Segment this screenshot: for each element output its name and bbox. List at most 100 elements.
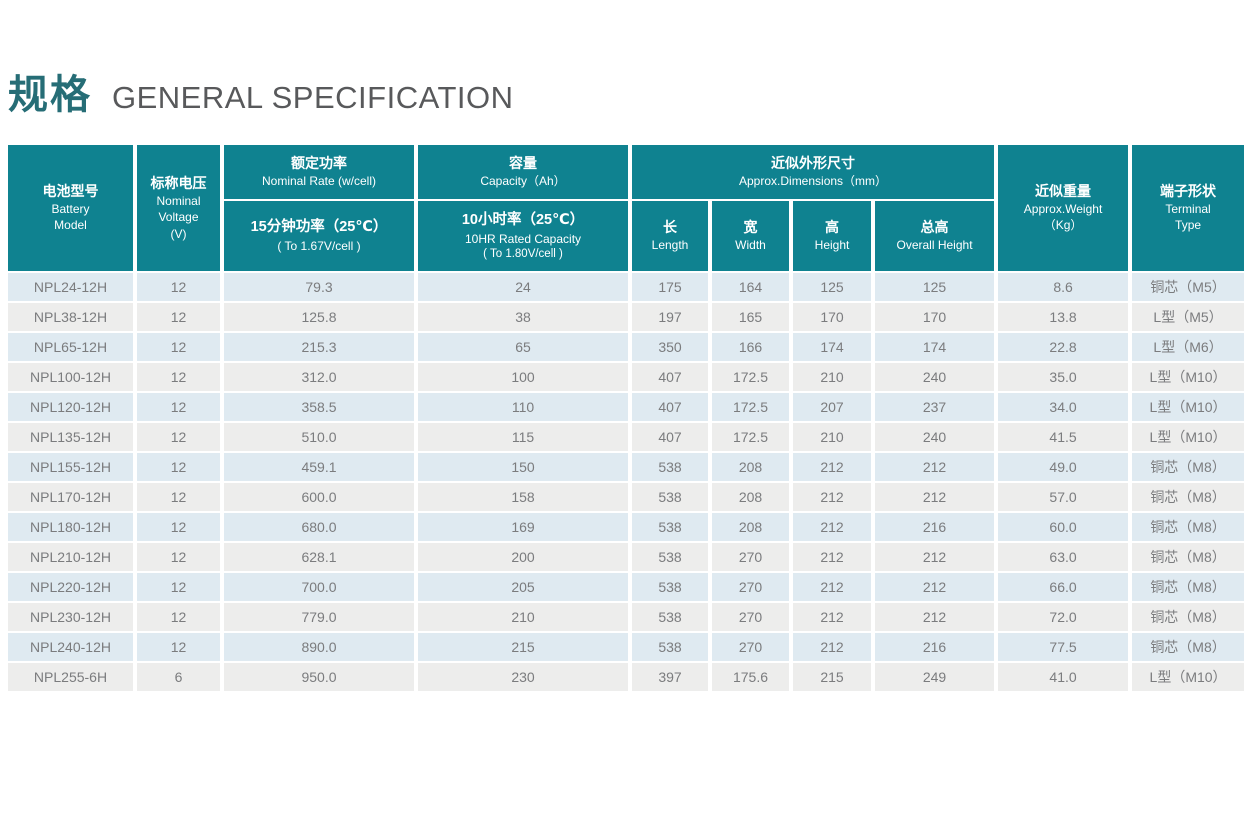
table-cell: 397 (632, 663, 708, 691)
table-cell: 700.0 (224, 573, 414, 601)
header-label-zh: 长 (663, 219, 677, 236)
table-cell: 212 (793, 543, 871, 571)
table-cell: 628.1 (224, 543, 414, 571)
table-cell: L型（M10） (1132, 423, 1245, 451)
battery-model-cell: NPL135-12H (8, 423, 133, 451)
table-cell: 950.0 (224, 663, 414, 691)
table-cell: 60.0 (998, 513, 1129, 541)
specification-table: 电池型号 Battery Model 标称电压 Nominal Voltage … (4, 143, 1248, 693)
table-cell: 41.0 (998, 663, 1129, 691)
header-label-zh: 10小时率（25℃） (461, 211, 585, 228)
table-row: NPL120-12H 12 358.5 110 407 172.5 207 237 34.0 L型… (8, 393, 1245, 421)
table-cell: 358.5 (224, 393, 414, 421)
table-row: NPL65-12H 12 215.3 65 350 166 174 174 22.8 L型（M6） (8, 333, 1245, 361)
table-cell: 270 (712, 603, 789, 631)
table-cell: 212 (793, 483, 871, 511)
header-label-en: Height (814, 238, 850, 253)
header-label-en: ( To 1.67V/cell ) (277, 239, 361, 254)
table-cell: 12 (137, 423, 220, 451)
spec-table-body: NPL24-12H 12 79.3 24 175 164 125 125 8.6 铜芯（M5） NP… (8, 273, 1245, 691)
battery-model-cell: NPL255-6H (8, 663, 133, 691)
table-cell: 208 (712, 453, 789, 481)
table-cell: 6 (137, 663, 220, 691)
header-label-zh: 宽 (743, 219, 758, 236)
table-cell: 125 (793, 273, 871, 301)
spec-table-header: 电池型号 Battery Model 标称电压 Nominal Voltage … (8, 145, 1245, 271)
header-label-en: Approx.Dimensions（mm） (739, 174, 888, 189)
table-cell: 164 (712, 273, 789, 301)
header-label-en: Length (651, 238, 689, 253)
table-cell: 538 (632, 513, 708, 541)
table-cell: 215.3 (224, 333, 414, 361)
table-cell: 12 (137, 273, 220, 301)
table-cell: 680.0 (224, 513, 414, 541)
table-row: NPL180-12H 12 680.0 169 538 208 212 216 60.0 铜芯（M… (8, 513, 1245, 541)
battery-model-cell: NPL24-12H (8, 273, 133, 301)
table-cell: 600.0 (224, 483, 414, 511)
table-cell: 铜芯（M8） (1132, 543, 1245, 571)
table-cell: 158 (418, 483, 628, 511)
table-row: NPL100-12H 12 312.0 100 407 172.5 210 240 35.0 L型… (8, 363, 1245, 391)
table-cell: 49.0 (998, 453, 1129, 481)
table-cell: 41.5 (998, 423, 1129, 451)
header-label-zh: 高 (825, 219, 839, 236)
table-cell: 12 (137, 603, 220, 631)
table-row: NPL210-12H 12 628.1 200 538 270 212 212 63.0 铜芯（M… (8, 543, 1245, 571)
table-cell: 208 (712, 513, 789, 541)
table-cell: 208 (712, 483, 789, 511)
col-header-nominal-voltage: 标称电压 Nominal Voltage (V) (137, 145, 220, 271)
table-cell: 铜芯（M8） (1132, 513, 1245, 541)
table-cell: 538 (632, 633, 708, 661)
col-header-terminal-type: 端子形状 Terminal Type (1132, 145, 1245, 271)
table-cell: 115 (418, 423, 628, 451)
table-row: NPL24-12H 12 79.3 24 175 164 125 125 8.6 铜芯（M5） (8, 273, 1245, 301)
table-cell: 197 (632, 303, 708, 331)
header-label-zh: 容量 (509, 155, 537, 172)
table-cell: 890.0 (224, 633, 414, 661)
header-label-en: (V) (170, 226, 187, 241)
header-label-en: Approx.Weight (1023, 202, 1103, 217)
table-row: NPL38-12H 12 125.8 38 197 165 170 170 13.8 L型（M5） (8, 303, 1245, 331)
header-label-en: Overall Height (896, 238, 973, 253)
table-cell: 459.1 (224, 453, 414, 481)
table-cell: L型（M10） (1132, 663, 1245, 691)
table-cell: 407 (632, 363, 708, 391)
table-cell: 205 (418, 573, 628, 601)
table-cell: 174 (875, 333, 995, 361)
table-cell: 12 (137, 633, 220, 661)
table-cell: 12 (137, 453, 220, 481)
table-cell: 22.8 (998, 333, 1129, 361)
table-cell: 12 (137, 573, 220, 601)
table-cell: 172.5 (712, 363, 789, 391)
table-cell: L型（M6） (1132, 333, 1245, 361)
table-cell: 212 (793, 573, 871, 601)
table-cell: 12 (137, 363, 220, 391)
table-cell: 538 (632, 603, 708, 631)
table-cell: 407 (632, 423, 708, 451)
table-cell: 270 (712, 573, 789, 601)
col-header-approx-weight: 近似重量 Approx.Weight （Kg） (998, 145, 1129, 271)
table-cell: 407 (632, 393, 708, 421)
table-row: NPL170-12H 12 600.0 158 538 208 212 212 57.0 铜芯（M… (8, 483, 1245, 511)
table-cell: 210 (793, 423, 871, 451)
table-row: NPL220-12H 12 700.0 205 538 270 212 212 66.0 铜芯（M… (8, 573, 1245, 601)
table-cell: 110 (418, 393, 628, 421)
table-cell: 12 (137, 303, 220, 331)
battery-model-cell: NPL180-12H (8, 513, 133, 541)
table-cell: 34.0 (998, 393, 1129, 421)
table-cell: 212 (875, 603, 995, 631)
table-cell: 12 (137, 393, 220, 421)
header-label-en: Voltage (158, 210, 199, 225)
page-title-english: GENERAL SPECIFICATION (112, 80, 514, 115)
page-title-chinese: 规格 (8, 73, 92, 117)
header-label-zh: 端子形状 (1160, 183, 1217, 200)
header-label-zh: 标称电压 (150, 175, 207, 192)
table-cell: 216 (875, 633, 995, 661)
table-cell: L型（M10） (1132, 393, 1245, 421)
header-label-zh: 总高 (920, 219, 949, 236)
table-cell: 169 (418, 513, 628, 541)
table-cell: 212 (793, 513, 871, 541)
table-row: NPL255-6H 6 950.0 230 397 175.6 215 249 41.0 L型（M… (8, 663, 1245, 691)
table-cell: 240 (875, 423, 995, 451)
battery-model-cell: NPL100-12H (8, 363, 133, 391)
